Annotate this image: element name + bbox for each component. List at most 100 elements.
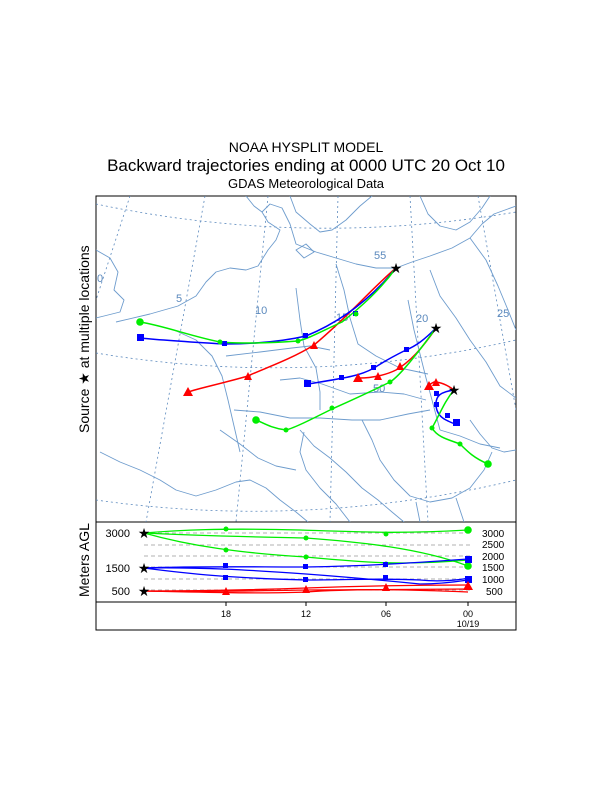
hm-blue-5 [223, 575, 228, 580]
border-11 [415, 497, 465, 522]
time-tick-06: 06 [381, 609, 391, 619]
marker-s3-green-3 [484, 460, 492, 468]
border-10 [439, 429, 501, 449]
marker-s1-blue-2 [303, 333, 308, 338]
hm-blue-2 [303, 564, 308, 569]
marker-s3-red-2 [424, 381, 434, 390]
marker-s1-red-1 [310, 341, 318, 349]
latlon-grid [96, 196, 516, 522]
border-9 [361, 419, 493, 503]
hm-blue-7 [383, 575, 388, 580]
marker-s2-red-2 [374, 372, 382, 380]
hm-blue-4 [465, 556, 472, 563]
red-markers [183, 341, 440, 396]
chart-subtitle: Backward trajectories ending at 0000 UTC… [107, 156, 505, 175]
grid-labels: 0 5 10 15 20 25 55 50 [97, 250, 509, 395]
hm-blue-1 [223, 563, 228, 568]
green-markers [136, 311, 492, 468]
blue-markers [137, 311, 460, 426]
marker-s2-red-3 [353, 373, 363, 382]
coastline-britain [96, 249, 125, 319]
border-1 [173, 329, 241, 453]
coastline-adriatic [299, 429, 405, 522]
marker-s3-green-2 [457, 441, 463, 447]
marker-s1-red-3 [183, 387, 193, 396]
right-height-1500: 1500 [482, 563, 505, 574]
lon-label-25: 25 [497, 308, 509, 320]
island-denmark [295, 243, 315, 259]
lon-line-10 [235, 196, 269, 522]
lat-label-55: 55 [374, 250, 386, 262]
marker-s2-green-2 [329, 405, 335, 411]
marker-s2-blue-3 [339, 375, 344, 380]
left-height-3000: 3000 [106, 528, 130, 540]
hm-green-8 [464, 562, 472, 570]
lon-line-25 [477, 196, 516, 411]
right-height-2000: 2000 [482, 552, 505, 563]
border-8 [429, 269, 516, 399]
map-outlines [96, 196, 516, 522]
marker-s3-blue-2 [434, 402, 439, 407]
lat-line-55 [96, 203, 516, 229]
hm-green-5 [223, 547, 229, 553]
marker-s1-green-4 [136, 318, 144, 326]
map-area: 0 5 10 15 20 25 55 50 [96, 196, 516, 522]
trajectory-markers [136, 311, 492, 468]
source-star-3: ★ [448, 382, 461, 398]
border-5 [279, 377, 427, 401]
hm-red-3 [382, 583, 390, 591]
marker-s2-green-3 [283, 427, 289, 433]
left-height-1500: 1500 [106, 563, 130, 575]
lon-line-0 [96, 196, 131, 301]
source-markers: ★ ★ ★ [390, 260, 461, 398]
lat-line-45 [96, 479, 516, 512]
marker-s2-blue-1 [404, 347, 409, 352]
lon-label-0: 0 [97, 273, 103, 285]
time-axis: 18 12 06 00 10/19 [96, 601, 516, 629]
lon-label-20: 20 [416, 313, 428, 325]
marker-s2-green-4 [252, 416, 260, 424]
height-panel-frame [95, 521, 517, 631]
coastline-blacksea [469, 419, 516, 453]
source-star-1: ★ [390, 260, 403, 276]
hm-red-4 [463, 581, 473, 590]
height-markers: ★ ★ ★ [138, 525, 473, 599]
time-tick-00: 00 [463, 609, 473, 619]
height-blue-2 [143, 567, 469, 582]
hm-blue-3 [383, 562, 388, 567]
left-height-labels: 3000 1500 500 [106, 528, 130, 598]
trajectory-s3-green [431, 389, 489, 465]
lat-line-50 [96, 339, 516, 369]
trajectory-s1-red [187, 267, 397, 393]
coastline-continent [115, 203, 516, 323]
right-height-2500: 2500 [482, 540, 505, 551]
marker-s1-blue-3 [222, 341, 227, 346]
trajectory-s2-green [255, 327, 437, 431]
height-green-1 [143, 528, 469, 534]
right-height-3000: 3000 [482, 529, 505, 540]
hm-blue-6 [303, 577, 308, 582]
hm-green-1 [223, 526, 229, 532]
hm-red-1 [222, 587, 230, 595]
time-tick-18: 18 [221, 609, 231, 619]
marker-s1-blue-4 [137, 334, 144, 341]
time-date-label: 10/19 [457, 619, 480, 629]
height-source-star-1500: ★ [138, 560, 151, 576]
source-star-2: ★ [430, 320, 443, 336]
lon-line-5 [145, 196, 206, 522]
coastline-scandinavia [245, 196, 491, 233]
hm-green-4 [464, 526, 472, 534]
trajectory-s3-blue [435, 389, 457, 425]
height-panel: 3000 1500 500 3000 2500 2000 1500 1000 5… [96, 525, 516, 629]
coastline-adriatic-w [299, 431, 351, 522]
map-frame [95, 195, 517, 523]
marker-s2-red-1 [396, 362, 404, 370]
marker-s2-blue-2 [371, 365, 376, 370]
right-height-1000: 1000 [482, 575, 505, 586]
trajectory-s2-blue [307, 327, 437, 385]
marker-s1-green-2 [295, 338, 301, 344]
marker-s1-green-1 [353, 311, 359, 317]
right-height-500: 500 [486, 587, 503, 598]
hm-blue-8 [465, 576, 472, 583]
border-13 [469, 237, 516, 331]
